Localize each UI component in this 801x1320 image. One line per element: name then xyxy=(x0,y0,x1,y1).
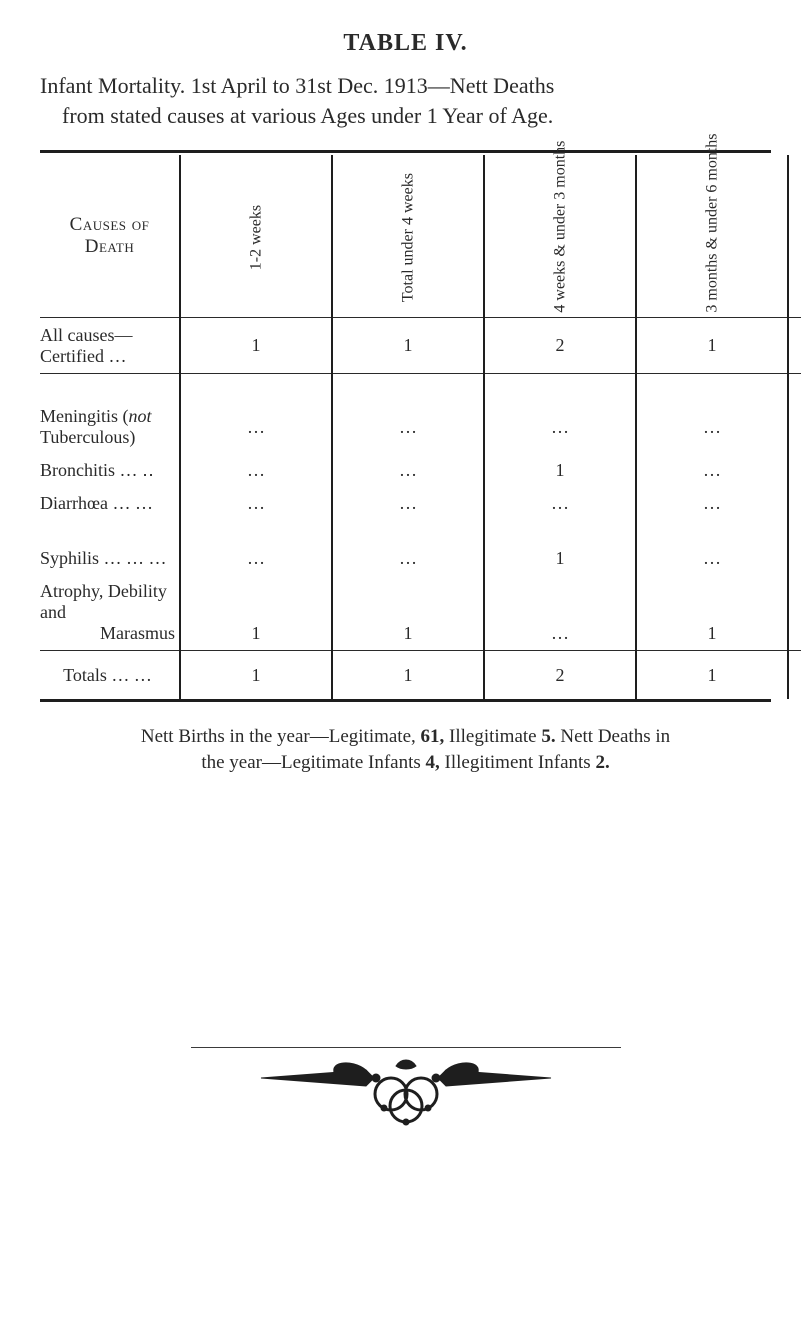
col-header-3: 4 weeks & under 3 months xyxy=(484,155,636,318)
cell-value: … xyxy=(180,542,332,575)
table-row-spacer xyxy=(40,374,801,401)
cell-value: 1 xyxy=(180,651,332,699)
cell-cause: Totals … … xyxy=(40,651,180,699)
cell-value: 1 xyxy=(636,651,788,699)
cell-value: 1 xyxy=(332,575,484,651)
cell-value: … xyxy=(636,454,788,487)
cell-value: … xyxy=(788,487,801,520)
cell-value: 1 xyxy=(484,454,636,487)
bottom-rule xyxy=(40,699,771,702)
cell-value: … xyxy=(332,454,484,487)
cell-value: … xyxy=(788,575,801,651)
row-syphilis: Syphilis … … … … … 1 … … … 1 xyxy=(40,542,801,575)
cell-value: … xyxy=(180,400,332,454)
cell-value: 1 xyxy=(788,400,801,454)
ornament-rule xyxy=(191,1047,621,1048)
cell-cause: Diarrhœa … … xyxy=(40,487,180,520)
cell-value: … xyxy=(332,400,484,454)
table-number: TABLE IV. xyxy=(40,30,771,57)
cell-cause: All causes—Certified … xyxy=(40,318,180,374)
row-bronchitis: Bronchitis … ‥ … … 1 … … … 1 xyxy=(40,454,801,487)
row-diarrhoea: Diarrhœa … … … … … … … 1 1 xyxy=(40,487,801,520)
col-header-1: 1-2 weeks xyxy=(180,155,332,318)
cell-value: … xyxy=(180,487,332,520)
subtitle-line-1: Infant Mortality. 1st April to 31st Dec.… xyxy=(40,73,554,98)
cell-value: … xyxy=(484,575,636,651)
cell-value: … xyxy=(788,542,801,575)
cell-value: 1 xyxy=(788,651,801,699)
top-rule xyxy=(40,150,771,153)
mortality-table: Causes of Death 1-2 weeks Total under 4 … xyxy=(40,155,801,699)
cell-value: … xyxy=(788,454,801,487)
cell-value: 1 xyxy=(636,318,788,374)
cell-value: 2 xyxy=(484,651,636,699)
subtitle-line-2: from stated causes at various Ages under… xyxy=(40,101,771,131)
row-atrophy: Atrophy, Debility and Marasmus 1 1 … 1 …… xyxy=(40,575,801,651)
ornament-svg xyxy=(256,1050,556,1130)
cell-value: … xyxy=(484,487,636,520)
footnote: Nett Births in the year—Legitimate, 61, … xyxy=(40,724,771,777)
cell-value: … xyxy=(332,542,484,575)
cell-value: 1 xyxy=(332,651,484,699)
row-all-causes: All causes—Certified … 1 1 2 1 1 1 6 xyxy=(40,318,801,374)
cell-value: 1 xyxy=(636,575,788,651)
cell-value: … xyxy=(484,400,636,454)
cell-value: … xyxy=(636,400,788,454)
cell-value: … xyxy=(636,542,788,575)
cell-value: 2 xyxy=(484,318,636,374)
cell-value: 1 xyxy=(788,318,801,374)
row-totals: Totals … … 1 1 2 1 1 1 6 xyxy=(40,651,801,699)
cell-value: 1 xyxy=(332,318,484,374)
table-row-spacer xyxy=(40,520,801,542)
table-header-row: Causes of Death 1-2 weeks Total under 4 … xyxy=(40,155,801,318)
cell-value: 1 xyxy=(180,575,332,651)
cell-value: … xyxy=(332,487,484,520)
cell-cause: Syphilis … … … xyxy=(40,542,180,575)
col-header-cause: Causes of Death xyxy=(40,155,180,318)
ornament xyxy=(40,1047,771,1135)
cell-value: … xyxy=(180,454,332,487)
col-header-4: 3 months & under 6 months xyxy=(636,155,788,318)
cell-cause: Atrophy, Debility and Marasmus xyxy=(40,575,180,651)
cell-value: 1 xyxy=(180,318,332,374)
subtitle: Infant Mortality. 1st April to 31st Dec.… xyxy=(40,71,771,130)
cell-cause: Meningitis (not Tuberculous) xyxy=(40,400,180,454)
cell-value: … xyxy=(636,487,788,520)
cell-value: 1 xyxy=(484,542,636,575)
page: TABLE IV. Infant Mortality. 1st April to… xyxy=(0,0,801,1320)
cell-cause: Bronchitis … ‥ xyxy=(40,454,180,487)
col-header-5: 6 months & under 9 months xyxy=(788,155,801,318)
col-header-2: Total under 4 weeks xyxy=(332,155,484,318)
row-meningitis: Meningitis (not Tuberculous) … … … … 1 …… xyxy=(40,400,801,454)
